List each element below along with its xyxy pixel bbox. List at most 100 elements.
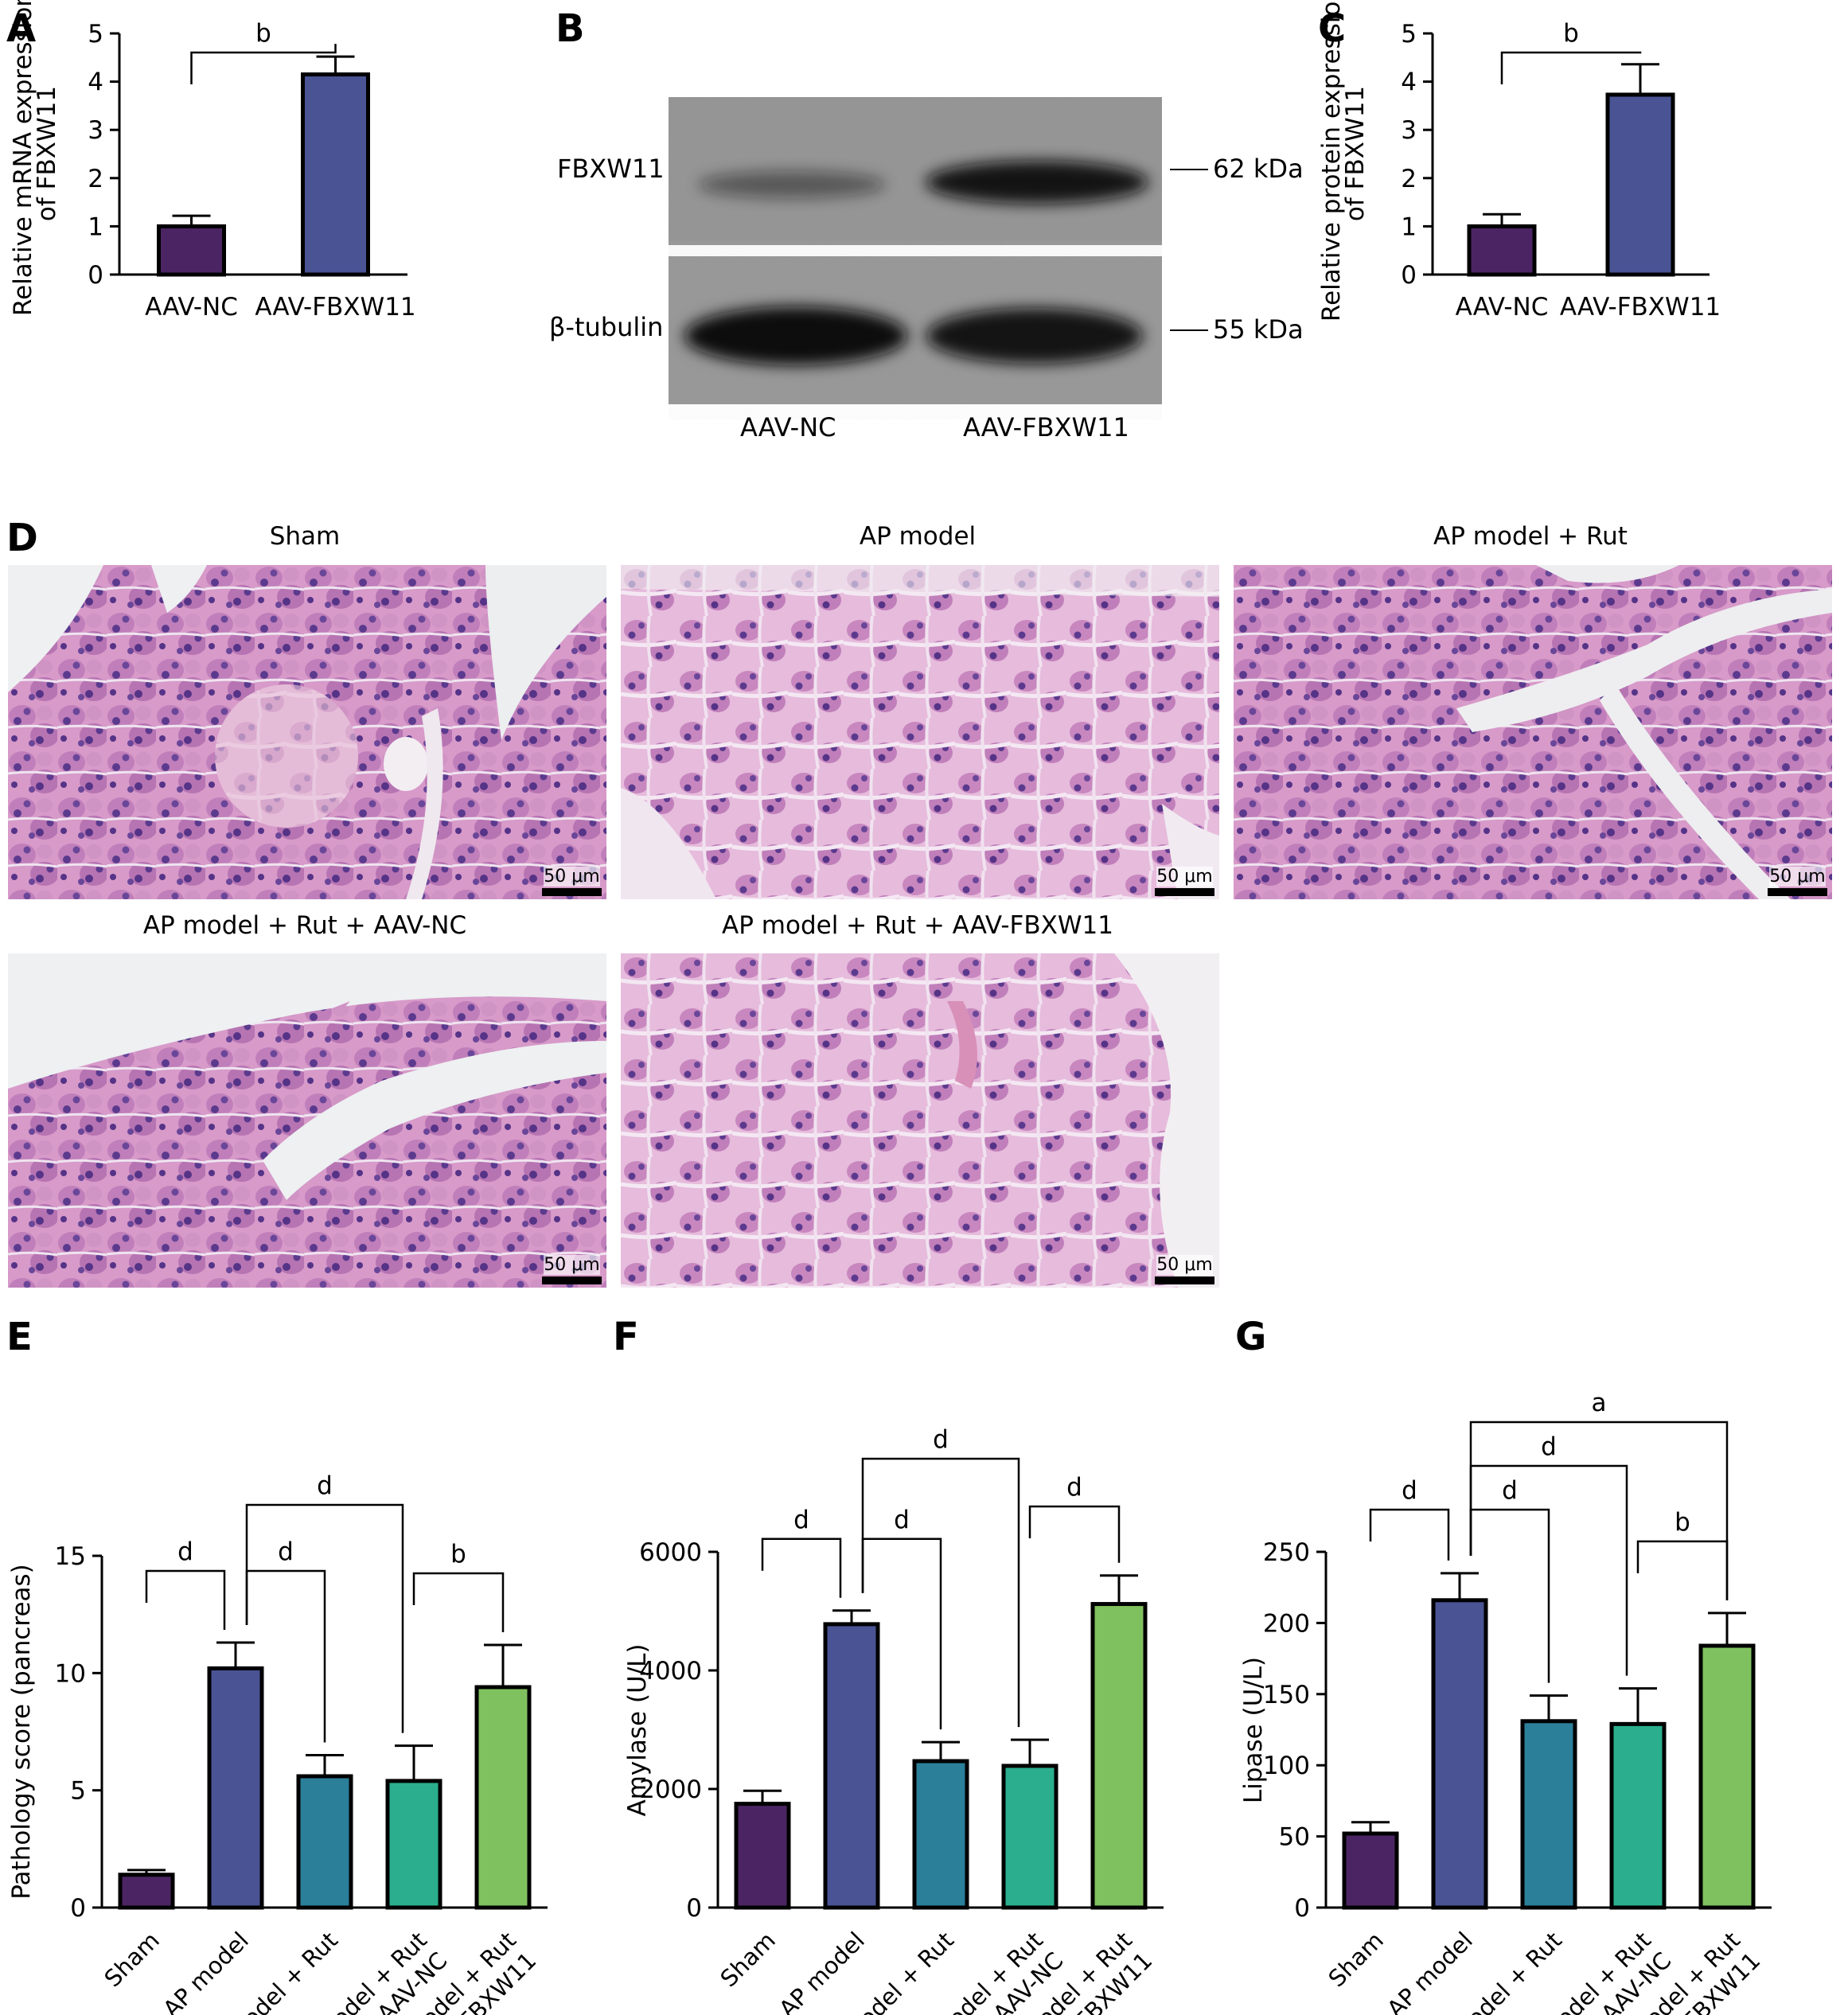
scale-bar-label: 50 μm <box>544 867 600 887</box>
y-tick-label: 3 <box>1401 116 1417 145</box>
y-tick-label: 0 <box>1401 261 1417 290</box>
y-axis-label: Relative mRNA expression <box>9 0 37 316</box>
significance-label: b <box>255 19 271 48</box>
significance-bracket <box>412 1572 505 1632</box>
bar <box>1520 1719 1577 1910</box>
histology-title-sham: Sham <box>269 522 341 551</box>
bar <box>474 1685 532 1910</box>
bar <box>157 224 226 277</box>
panel-label-f: F <box>613 1315 639 1359</box>
y-axis-label: Amylase (U/L) <box>623 1643 652 1816</box>
significance-label: b <box>1563 19 1579 48</box>
y-tick-label: 50 <box>1279 1823 1310 1852</box>
x-tick-label-line: AP model <box>158 1927 254 2015</box>
bar <box>1467 224 1537 277</box>
bar <box>1605 92 1675 277</box>
y-tick-label: 1 <box>88 212 103 241</box>
y-tick-label: 0 <box>88 261 103 290</box>
significance-bracket <box>1500 51 1642 84</box>
significance-label: d <box>793 1506 809 1534</box>
y-tick-label: 15 <box>55 1542 86 1571</box>
y-tick-label: 250 <box>1263 1538 1310 1567</box>
scale-bar-label: 50 μm <box>1156 1255 1213 1275</box>
panel-label-b: B <box>556 6 585 51</box>
kda-tick-55 <box>1170 329 1208 331</box>
bar <box>385 1779 443 1910</box>
significance-label: d <box>177 1538 193 1566</box>
x-tick-label-line: AP model <box>1382 1927 1478 2015</box>
bar <box>912 1759 969 1910</box>
x-tick-label: AAV-NC <box>1456 293 1549 322</box>
significance-label: d <box>278 1538 294 1566</box>
significance-label: d <box>933 1425 949 1454</box>
y-tick-label: 5 <box>88 20 103 49</box>
histology-title-ap-model: AP model <box>859 522 977 551</box>
scale-bar: 50 μm <box>1155 1255 1214 1284</box>
significance-label: b <box>450 1540 466 1569</box>
significance-bracket <box>145 1569 226 1631</box>
y-tick-label: 0 <box>70 1894 86 1923</box>
y-tick-label: 2 <box>88 165 103 193</box>
significance-bracket <box>245 1503 404 1733</box>
kda-tick-62 <box>1170 169 1208 170</box>
significance-label: d <box>317 1471 333 1500</box>
blot-band <box>926 161 1148 204</box>
x-tick-label: Sham <box>99 1927 165 1993</box>
y-axis-label: of FBXW11 <box>1341 86 1370 221</box>
western-blot-panel: FBXW11 β-tubulin 62 kDa 55 kDa AAV-NC AA… <box>549 72 1313 454</box>
x-tick-label-line: AP model <box>774 1927 870 2015</box>
x-tick-label: AP model <box>1382 1927 1478 2015</box>
x-tick-label: AAV-FBXW11 <box>1560 293 1721 322</box>
y-tick-label: 2000 <box>639 1775 702 1804</box>
bar <box>823 1622 880 1910</box>
histology-image-ap-rut-fbxw11: 50 μm <box>621 953 1219 1288</box>
histology-image-ap-rut-aavnc: 50 μm <box>8 953 606 1288</box>
histology-title-ap-rut-aavnc: AP model + Rut + AAV-NC <box>142 911 467 940</box>
x-tick-label: AAV-FBXW11 <box>255 293 415 322</box>
bar <box>301 72 370 277</box>
significance-bracket <box>190 44 337 84</box>
blot-image <box>669 97 1162 404</box>
x-tick-label: Sham <box>1323 1927 1389 1993</box>
blot-row-label-fbxw11: FBXW11 <box>557 154 665 184</box>
y-axis-label: of FBXW11 <box>33 86 61 221</box>
x-tick-label: AP model <box>158 1927 254 2015</box>
significance-label: a <box>1592 1389 1607 1417</box>
significance-bracket <box>1636 1540 1729 1600</box>
panel-label-a: A <box>6 6 37 51</box>
blot-lane-label-fbxw11: AAV-FBXW11 <box>963 412 1129 442</box>
y-tick-label: 200 <box>1263 1609 1310 1638</box>
x-tick-label-line: Sham <box>715 1927 781 1993</box>
panel-label-d: D <box>6 516 38 560</box>
scale-bar-label: 50 μm <box>1156 867 1213 887</box>
y-tick-label: 1 <box>1401 212 1417 241</box>
bar <box>734 1802 791 1910</box>
blot-lane-label-aavnc: AAV-NC <box>740 412 836 442</box>
blot-strip-tubulin <box>669 256 1162 404</box>
blot-band <box>698 171 886 198</box>
bar <box>1431 1598 1488 1910</box>
blot-band <box>926 308 1143 364</box>
x-tick-label: Sham <box>715 1927 781 1993</box>
bar <box>1342 1831 1399 1910</box>
panel-label-c: C <box>1318 6 1347 51</box>
scale-bar: 50 μm <box>1155 867 1214 896</box>
histology-image-sham: 50 μm <box>8 565 606 899</box>
histology-title-ap-rut-fbxw11: AP model + Rut + AAV-FBXW11 <box>722 911 1113 940</box>
y-tick-label: 6000 <box>639 1538 702 1567</box>
scale-bar: 50 μm <box>1768 867 1827 896</box>
y-tick-label: 0 <box>1294 1894 1310 1923</box>
y-tick-label: 4 <box>1401 68 1417 97</box>
scale-bar-label: 50 μm <box>1769 867 1826 887</box>
significance-label: d <box>1066 1473 1082 1502</box>
histology-image-ap-model: 50 μm <box>621 565 1219 899</box>
kda-label-55: 55 kDa <box>1213 314 1304 345</box>
bar <box>1001 1764 1059 1910</box>
significance-bracket <box>1028 1505 1121 1563</box>
y-tick-label: 4000 <box>639 1657 702 1686</box>
y-axis-label: Pathology score (pancreas) <box>7 1564 36 1900</box>
x-tick-label: AAV-NC <box>145 293 238 322</box>
